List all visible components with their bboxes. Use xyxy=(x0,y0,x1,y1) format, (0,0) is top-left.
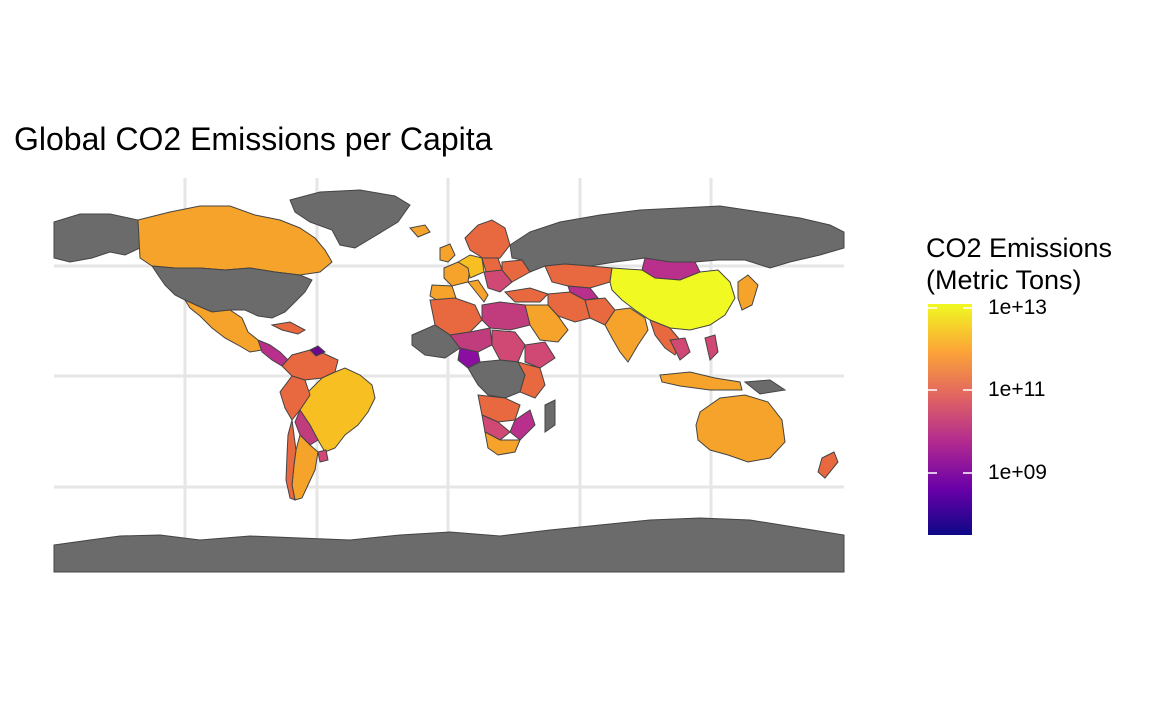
country-usa xyxy=(151,265,313,319)
country-saudi-arabia xyxy=(524,304,569,343)
country-west-africa xyxy=(411,324,461,359)
country-balkans xyxy=(483,269,513,293)
country-korea-japan xyxy=(737,274,759,311)
country-argentina xyxy=(291,434,319,501)
country-south-africa xyxy=(484,431,521,456)
countries xyxy=(53,189,845,573)
country-se-asia xyxy=(649,319,681,356)
country-peru xyxy=(279,375,311,421)
country-chile xyxy=(285,419,297,501)
country-cuba xyxy=(270,321,307,335)
country-madagascar xyxy=(544,399,556,433)
legend-label: 1e+11 xyxy=(988,378,1046,401)
country-scandinavia xyxy=(464,219,511,263)
country-ethiopia xyxy=(524,341,556,369)
country-australia xyxy=(695,394,786,463)
legend-title-line-2: (Metric Tons) xyxy=(926,265,1082,295)
country-kazakhstan xyxy=(544,263,613,289)
country-central-america xyxy=(257,339,289,367)
country-uruguay xyxy=(317,449,329,463)
country-antarctica xyxy=(53,517,845,573)
country-indonesia xyxy=(659,371,743,391)
country-sudan xyxy=(491,329,526,363)
country-greenland xyxy=(289,189,411,249)
country-new-zealand xyxy=(817,451,839,479)
country-papua xyxy=(743,379,787,395)
legend-label: 1e+13 xyxy=(988,296,1047,319)
country-indochina xyxy=(669,337,691,361)
legend-colorbar xyxy=(928,304,972,535)
country-china xyxy=(609,267,736,331)
country-east-africa xyxy=(517,361,546,399)
country-alaska xyxy=(53,213,141,263)
country-venezuela-small xyxy=(309,345,326,357)
country-mozambique xyxy=(509,409,536,441)
legend-title: CO2 Emissions (Metric Tons) xyxy=(926,232,1112,296)
country-ukraine xyxy=(501,259,531,283)
plot-title: Global CO2 Emissions per Capita xyxy=(14,121,493,157)
legend: CO2 Emissions (Metric Tons) xyxy=(926,232,1146,542)
country-turkey xyxy=(503,287,549,303)
legend-gradient xyxy=(928,304,972,535)
legend-label: 1e+09 xyxy=(988,461,1047,484)
country-italy xyxy=(467,279,489,303)
legend-ticks xyxy=(928,307,972,474)
country-uk xyxy=(439,243,456,263)
country-philippines xyxy=(704,334,719,361)
country-central-africa xyxy=(467,359,526,399)
country-iceland xyxy=(409,224,431,238)
country-india xyxy=(604,307,649,363)
country-libya-egypt xyxy=(481,301,531,331)
legend-title-line-1: CO2 Emissions xyxy=(926,233,1113,263)
